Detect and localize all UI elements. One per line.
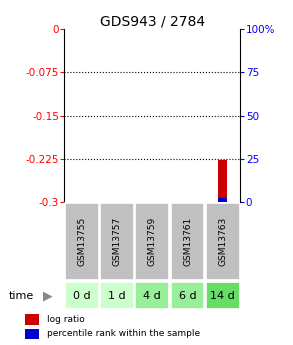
Bar (206, 282, 240, 309)
Bar (25, 314, 39, 325)
Text: 4 d: 4 d (144, 291, 161, 301)
Text: 0 d: 0 d (73, 291, 91, 301)
Bar (218, 160, 227, 202)
Bar (100, 282, 134, 309)
Text: 14 d: 14 d (210, 291, 235, 301)
Text: ▶: ▶ (42, 289, 52, 303)
Bar (135, 204, 169, 279)
Bar (206, 204, 240, 279)
Text: GSM13763: GSM13763 (218, 217, 227, 266)
Bar (135, 282, 169, 309)
Bar (100, 204, 134, 279)
Text: GSM13757: GSM13757 (113, 217, 122, 266)
Text: 1 d: 1 d (108, 291, 126, 301)
Text: GSM13755: GSM13755 (78, 217, 86, 266)
Bar (25, 329, 39, 339)
Text: time: time (9, 291, 34, 301)
Text: GSM13759: GSM13759 (148, 217, 157, 266)
Text: percentile rank within the sample: percentile rank within the sample (47, 329, 200, 338)
Text: 6 d: 6 d (179, 291, 196, 301)
Title: GDS943 / 2784: GDS943 / 2784 (100, 14, 205, 28)
Bar (65, 282, 99, 309)
Text: log ratio: log ratio (47, 315, 85, 324)
Bar (171, 204, 205, 279)
Bar (171, 282, 205, 309)
Bar (218, 198, 227, 202)
Bar (65, 204, 99, 279)
Text: GSM13761: GSM13761 (183, 217, 192, 266)
